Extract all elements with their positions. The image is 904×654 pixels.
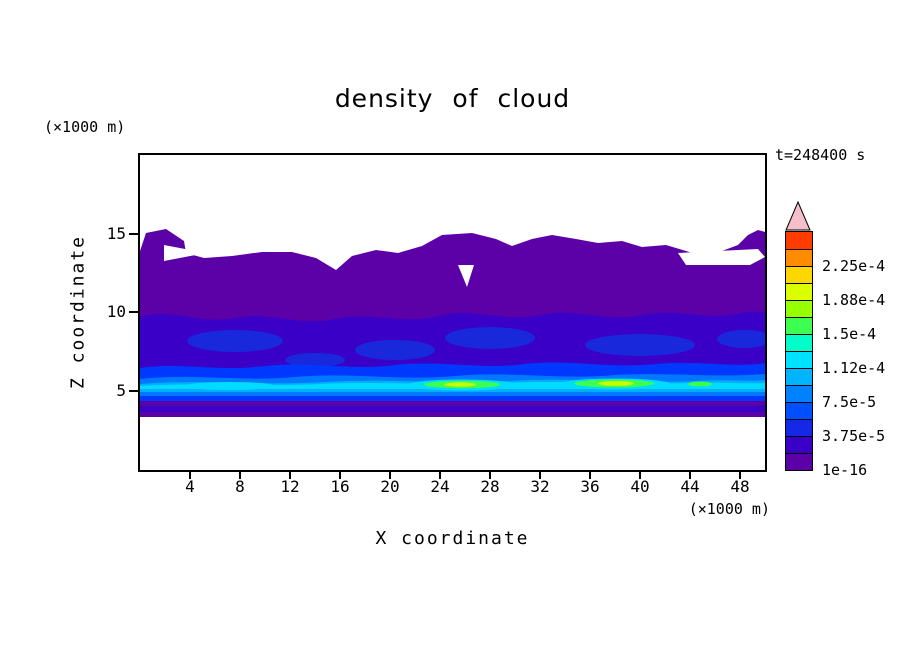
x-tick-label: 4 (185, 477, 195, 496)
colorbar-label: 1.88e-4 (822, 291, 886, 309)
x-tick-label: 32 (530, 477, 550, 496)
colorbar-label: 1e-16 (822, 461, 868, 479)
colorbar-segment (786, 232, 812, 249)
x-tick-label: 20 (380, 477, 400, 496)
colorbar-label: 2.25e-4 (822, 257, 886, 275)
contour-blob-deep-blue (585, 334, 695, 356)
x-tick (289, 472, 291, 479)
contour-bulge-cyan (185, 382, 275, 390)
y-tick (129, 233, 138, 235)
plot-area (138, 153, 767, 472)
colorbar-segment (786, 283, 812, 300)
x-axis-unit: (×1000 m) (688, 500, 770, 518)
y-axis-unit: (×1000 m) (44, 118, 126, 136)
x-tick-label: 28 (480, 477, 500, 496)
x-axis-label: X coordinate (375, 528, 530, 549)
colorbar-label: 3.75e-5 (822, 427, 886, 445)
contour-spot-green (688, 381, 712, 387)
x-tick (239, 472, 241, 479)
x-tick (189, 472, 191, 479)
cloud-gap-white-streak (678, 249, 765, 265)
x-tick-label: 48 (730, 477, 750, 496)
x-tick (639, 472, 641, 479)
colorbar-arrow-shape (785, 201, 811, 231)
colorbar-segment (786, 300, 812, 317)
colorbar-segment (786, 419, 812, 436)
y-tick-label: 5 (116, 381, 126, 400)
x-tick-label: 16 (330, 477, 350, 496)
timestamp-annotation: t=248400 s (775, 146, 866, 164)
cloud-gap-white-wedge (164, 245, 206, 261)
y-tick (129, 311, 138, 313)
colorbar-segment (786, 266, 812, 283)
colorbar-segment (786, 249, 812, 266)
x-tick (339, 472, 341, 479)
colorbar-label: 1.12e-4 (822, 359, 886, 377)
colorbar-label: 1.5e-4 (822, 325, 877, 343)
contour-spot-chartreuse (444, 382, 476, 387)
colorbar-segment (786, 385, 812, 402)
x-tick (489, 472, 491, 479)
x-tick-label: 36 (580, 477, 600, 496)
page-title: density of cloud (334, 84, 571, 113)
colorbar-segment (786, 368, 812, 385)
contour-field (140, 229, 765, 417)
x-tick-label: 24 (430, 477, 450, 496)
contour-blob-deep-blue (285, 353, 345, 367)
y-axis-label: Z coordinate (67, 234, 89, 390)
contour-stripe-indigo (140, 406, 765, 412)
colorbar-segment (786, 436, 812, 453)
cloud-gap-white-notch (458, 265, 474, 287)
y-tick-label: 10 (106, 302, 126, 321)
x-tick (689, 472, 691, 479)
colorbar-segment (786, 351, 812, 368)
colorbar-segment (786, 453, 812, 470)
x-tick (439, 472, 441, 479)
x-tick (739, 472, 741, 479)
x-tick (389, 472, 391, 479)
contour-blob-deep-blue (187, 330, 283, 352)
x-tick (589, 472, 591, 479)
y-tick (129, 390, 138, 392)
colorbar-label: 7.5e-5 (822, 393, 877, 411)
contour-blob-deep-blue (445, 327, 535, 349)
contour-blob-deep-blue (355, 340, 435, 360)
x-tick-label: 40 (630, 477, 650, 496)
x-tick-label: 12 (280, 477, 300, 496)
colorbar-segment (786, 334, 812, 351)
x-tick-label: 44 (680, 477, 700, 496)
contour-spot-chartreuse (598, 381, 634, 386)
colorbar (785, 231, 813, 471)
contour-blob-deep-blue (717, 330, 765, 348)
colorbar-segment (786, 402, 812, 419)
x-tick (539, 472, 541, 479)
x-tick-label: 8 (235, 477, 245, 496)
colorbar-segment (786, 317, 812, 334)
colorbar-over-arrow (785, 201, 811, 231)
y-tick-label: 15 (106, 224, 126, 243)
